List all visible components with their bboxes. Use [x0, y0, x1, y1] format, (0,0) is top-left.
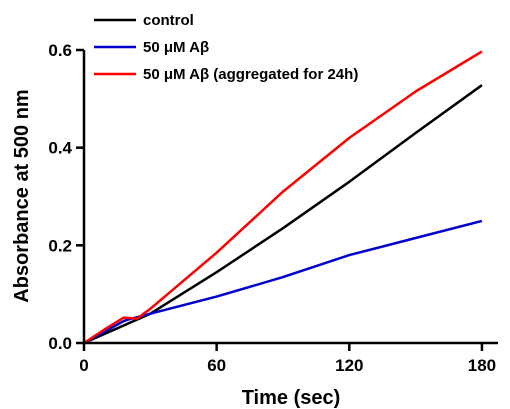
series-line-2: [83, 50, 483, 345]
x-axis-title: Time (sec): [242, 387, 341, 409]
x-ticks: 0 60 120 180: [79, 343, 496, 375]
x-tick-label: 120: [335, 356, 363, 375]
axes: [82, 50, 498, 345]
legend: control 50 μM Aβ 50 μM Aβ (aggregated for …: [94, 12, 358, 83]
y-tick-label: 0.0: [48, 334, 72, 353]
series-line-0: [83, 84, 483, 345]
series-line-1: [83, 219, 483, 345]
legend-label-1: 50 μM Aβ: [143, 39, 209, 56]
x-tick-label: 0: [79, 356, 88, 375]
series-lines: [83, 50, 483, 345]
legend-label-0: control: [143, 12, 194, 29]
y-axis-title: Absorbance at 500 nm: [11, 89, 33, 302]
y-tick-label: 0.6: [48, 41, 72, 60]
y-ticks: 0.0 0.2 0.4 0.6: [48, 41, 84, 353]
x-tick-label: 180: [468, 356, 496, 375]
y-tick-label: 0.2: [48, 236, 72, 255]
y-tick-label: 0.4: [48, 139, 72, 158]
legend-label-2: 50 μM Aβ (aggregated for 24h): [143, 66, 358, 83]
x-tick-label: 60: [207, 356, 226, 375]
